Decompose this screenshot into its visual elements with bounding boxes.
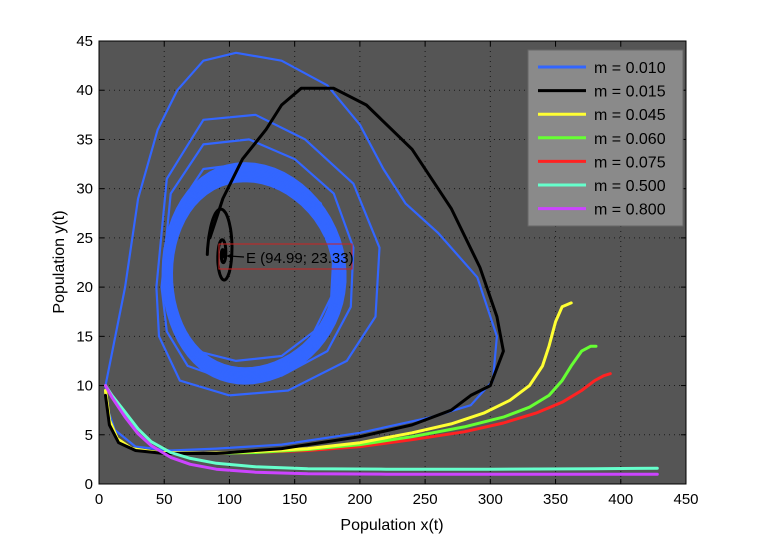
x-tick-label: 50	[156, 491, 173, 508]
legend-entry-0-015-label: m = 0.015	[594, 84, 666, 101]
equilibrium-annotation: E (94.99; 23.33)	[218, 243, 354, 270]
annotation-arrowhead	[226, 253, 233, 259]
y-tick-label: 20	[76, 279, 93, 296]
x-axis-label: Population x(t)	[340, 517, 443, 534]
y-tick-label: 30	[76, 181, 93, 198]
x-tick-label: 300	[478, 491, 503, 508]
y-tick-label: 40	[76, 82, 93, 99]
legend-entry-0-045-label: m = 0.045	[594, 107, 666, 124]
y-tick-label: 0	[85, 476, 93, 493]
y-tick-label: 10	[76, 378, 93, 395]
plot-frame	[98, 40, 687, 485]
y-tick-label: 45	[76, 33, 93, 50]
legend: m = 0.010 m = 0.015 m = 0.045 m = 0.060 m = …	[527, 49, 684, 227]
annotation-box	[218, 243, 353, 270]
y-tick-label: 15	[76, 328, 93, 345]
legend-entry-0-060-label: m = 0.060	[594, 131, 666, 148]
series-0-500-trajectory	[104, 384, 659, 471]
x-tick-label: 450	[673, 491, 698, 508]
x-tick-label: 350	[543, 491, 568, 508]
x-tick-label: 0	[95, 491, 103, 508]
series-0-010-trajectory	[104, 51, 498, 452]
legend-entry-0-500-label: m = 0.500	[594, 178, 666, 195]
x-tick-label: 250	[413, 491, 438, 508]
annotation-label: E (94.99; 23.33)	[246, 250, 354, 267]
series-layer	[104, 51, 659, 476]
legend-entry-0-010-label: m = 0.010	[594, 60, 666, 77]
legend-entry-0-800-label: m = 0.800	[594, 202, 666, 219]
y-tick-label: 25	[76, 230, 93, 247]
y-axis-label: Population y(t)	[51, 210, 68, 313]
equilibrium-point	[219, 251, 226, 258]
series-0-010-loop	[155, 113, 381, 397]
series-0-010-loop	[160, 138, 355, 382]
x-tick-label: 400	[608, 491, 633, 508]
y-tick-label: 35	[76, 131, 93, 148]
x-tick-label: 150	[282, 491, 307, 508]
x-tick-label: 200	[347, 491, 372, 508]
legend-entry-0-075-label: m = 0.075	[594, 154, 666, 171]
axis-ticks: 0 50 100 150 200 250 300 350 400 450 0 5 10 15 20 25 30 3…	[76, 33, 698, 508]
series-0-800-trajectory	[104, 384, 659, 476]
series-0-010-cycle-band	[161, 162, 347, 385]
x-tick-label: 100	[217, 491, 242, 508]
y-tick-label: 5	[85, 427, 93, 444]
